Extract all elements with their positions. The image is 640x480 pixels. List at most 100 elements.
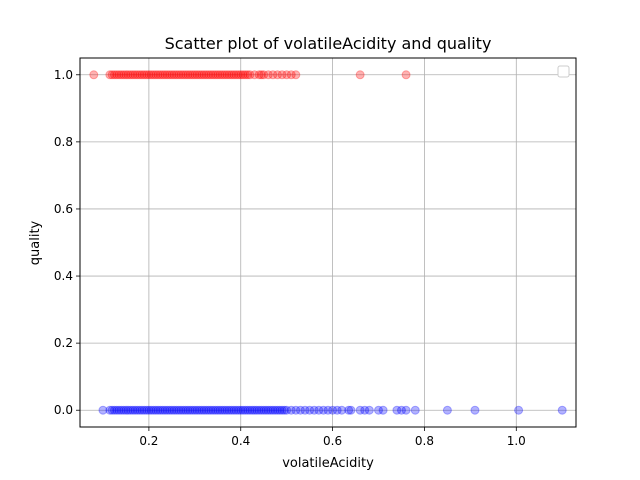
scatter-point-quality-0: [410, 405, 420, 415]
scatter-point-quality-0: [130, 405, 140, 415]
y-tick-label: 1.0: [54, 68, 73, 82]
scatter-point-quality-1: [277, 70, 287, 80]
scatter-point-quality-0: [192, 405, 202, 415]
scatter-point-quality-0: [142, 405, 152, 415]
scatter-point-quality-0: [201, 405, 211, 415]
scatter-point-quality-0: [178, 405, 188, 415]
scatter-point-quality-1: [139, 70, 149, 80]
scatter-point-quality-1: [107, 70, 117, 80]
scatter-point-quality-1: [153, 70, 163, 80]
scatter-point-quality-1: [263, 70, 273, 80]
plot-area: [80, 58, 576, 427]
scatter-point-quality-0: [105, 405, 115, 415]
scatter-point-quality-0: [374, 405, 384, 415]
scatter-point-quality-0: [183, 405, 193, 415]
scatter-point-quality-0: [185, 405, 195, 415]
legend-box: [557, 65, 570, 78]
scatter-point-quality-0: [243, 405, 253, 415]
scatter-point-quality-0: [259, 405, 269, 415]
x-tick-label: 0.8: [415, 434, 434, 448]
scatter-point-quality-1: [171, 70, 181, 80]
scatter-point-quality-0: [169, 405, 179, 415]
scatter-point-quality-0: [217, 405, 227, 415]
scatter-point-quality-1: [144, 70, 154, 80]
scatter-point-quality-0: [401, 405, 411, 415]
scatter-point-quality-1: [178, 70, 188, 80]
scatter-point-quality-0: [514, 405, 524, 415]
scatter-point-quality-0: [112, 405, 122, 415]
scatter-point-quality-0: [557, 405, 567, 415]
scatter-point-quality-0: [119, 405, 129, 415]
scatter-point-quality-0: [210, 405, 220, 415]
scatter-point-quality-0: [137, 405, 147, 415]
scatter-point-quality-1: [155, 70, 165, 80]
y-axis-label: quality: [28, 220, 43, 265]
scatter-point-quality-1: [165, 70, 175, 80]
scatter-point-quality-0: [158, 405, 168, 415]
scatter-point-quality-1: [194, 70, 204, 80]
scatter-point-quality-1: [130, 70, 140, 80]
scatter-point-quality-0: [229, 405, 239, 415]
scatter-point-quality-1: [210, 70, 220, 80]
scatter-point-quality-1: [259, 70, 269, 80]
y-tick-label: 0.2: [54, 336, 73, 350]
scatter-point-quality-0: [295, 405, 305, 415]
scatter-point-quality-1: [128, 70, 138, 80]
scatter-point-quality-0: [220, 405, 230, 415]
scatter-point-quality-0: [109, 405, 119, 415]
scatter-point-quality-1: [105, 70, 115, 80]
scatter-point-quality-1: [355, 70, 365, 80]
scatter-point-quality-1: [231, 70, 241, 80]
scatter-point-quality-0: [144, 405, 154, 415]
scatter-point-quality-1: [174, 70, 184, 80]
scatter-point-quality-0: [291, 405, 301, 415]
chart-title: Scatter plot of volatileAcidity and qual…: [165, 34, 492, 53]
scatter-point-quality-0: [114, 405, 124, 415]
scatter-point-quality-0: [231, 405, 241, 415]
scatter-point-quality-0: [314, 405, 324, 415]
scatter-point-quality-1: [213, 70, 223, 80]
scatter-point-quality-1: [116, 70, 126, 80]
scatter-point-quality-0: [300, 405, 310, 415]
scatter-point-quality-0: [279, 405, 289, 415]
scatter-point-quality-0: [181, 405, 191, 415]
scatter-point-quality-1: [151, 70, 161, 80]
scatter-point-quality-0: [123, 405, 133, 415]
scatter-point-quality-1: [192, 70, 202, 80]
scatter-point-quality-1: [272, 70, 282, 80]
scatter-point-quality-0: [263, 405, 273, 415]
scatter-point-quality-1: [238, 70, 248, 80]
scatter-point-quality-0: [139, 405, 149, 415]
scatter-point-quality-1: [243, 70, 253, 80]
scatter-point-quality-0: [126, 405, 136, 415]
y-tick-label: 0.8: [54, 135, 73, 149]
scatter-point-quality-0: [360, 405, 370, 415]
scatter-point-quality-0: [146, 405, 156, 415]
scatter-point-quality-1: [227, 70, 237, 80]
scatter-point-quality-1: [169, 70, 179, 80]
scatter-point-quality-0: [328, 405, 338, 415]
scatter-point-quality-0: [213, 405, 223, 415]
scatter-point-quality-0: [208, 405, 218, 415]
scatter-point-quality-1: [167, 70, 177, 80]
scatter-point-quality-1: [291, 70, 301, 80]
scatter-point-quality-1: [254, 70, 264, 80]
scatter-point-quality-0: [277, 405, 287, 415]
scatter-point-quality-0: [98, 405, 108, 415]
scatter-point-quality-0: [224, 405, 234, 415]
scatter-point-quality-1: [119, 70, 129, 80]
scatter-point-quality-1: [126, 70, 136, 80]
x-tick-label: 1.0: [507, 434, 526, 448]
scatter-point-quality-0: [116, 405, 126, 415]
scatter-point-quality-0: [270, 405, 280, 415]
scatter-point-quality-1: [183, 70, 193, 80]
scatter-point-quality-0: [160, 405, 170, 415]
scatter-point-quality-1: [181, 70, 191, 80]
scatter-point-quality-0: [222, 405, 232, 415]
scatter-point-quality-1: [217, 70, 227, 80]
scatter-point-quality-1: [162, 70, 172, 80]
scatter-point-quality-0: [378, 405, 388, 415]
scatter-point-quality-1: [160, 70, 170, 80]
scatter-point-quality-1: [201, 70, 211, 80]
x-tick-label: 0.4: [231, 434, 250, 448]
